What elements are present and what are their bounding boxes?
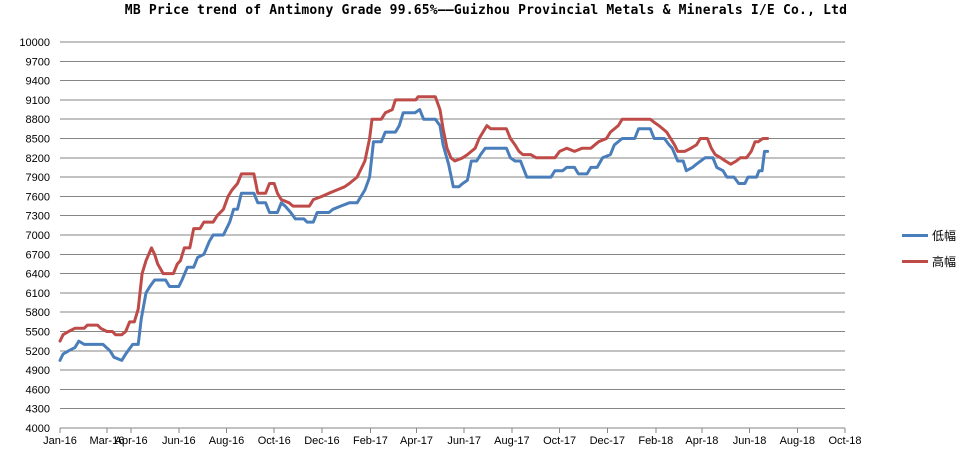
y-tick-label: 5500 [26, 327, 50, 339]
y-tick-label: 6700 [26, 249, 50, 261]
x-tick-label: Apr-18 [685, 435, 718, 447]
y-tick-label: 8200 [26, 153, 50, 165]
x-tick-label: Oct-18 [828, 435, 861, 447]
y-tick-label: 7300 [26, 211, 50, 223]
x-tick-label: Jun-16 [162, 435, 196, 447]
x-tick-label: Mar-16 [89, 435, 124, 447]
x-tick-label: Apr-17 [400, 435, 433, 447]
x-tick-label: Jun-18 [733, 435, 767, 447]
x-tick-label: Jun-17 [447, 435, 481, 447]
x-tick-label: Aug-17 [494, 435, 529, 447]
x-tick-label: Oct-16 [258, 435, 291, 447]
y-tick-label: 4300 [26, 404, 50, 416]
y-tick-label: 5800 [26, 307, 50, 319]
y-tick-label: 7900 [26, 172, 50, 184]
x-tick-label: Aug-18 [780, 435, 815, 447]
y-tick-label: 10000 [19, 37, 50, 49]
y-tick-label: 5200 [26, 346, 50, 358]
legend: 低幅 高幅 [902, 222, 956, 274]
y-tick-label: 8800 [26, 114, 50, 126]
series-line-low [58, 108, 770, 362]
x-tick-label: Feb-17 [353, 435, 388, 447]
y-tick-label: 6100 [26, 288, 50, 300]
legend-swatch-low [902, 233, 928, 237]
legend-label-high: 高幅 [932, 254, 957, 269]
series-lines [58, 95, 770, 362]
legend-item-high: 高幅 [902, 248, 956, 274]
x-tick-label: Jan-16 [43, 435, 77, 447]
legend-swatch-high [902, 259, 928, 263]
chart-title: MB Price trend of Antimony Grade 99.65%—… [124, 3, 848, 18]
axes [59, 427, 846, 433]
series-line-high [58, 95, 770, 343]
x-tick-label: Oct-17 [543, 435, 576, 447]
y-tick-label: 4000 [26, 423, 50, 435]
y-tick-label: 7000 [26, 230, 50, 242]
x-tick-label: Apr-16 [115, 435, 148, 447]
x-tick-label: Dec-16 [304, 435, 339, 447]
y-tick-label: 6400 [26, 269, 50, 281]
legend-item-low: 低幅 [902, 222, 956, 248]
y-tick-label: 9700 [26, 56, 50, 68]
y-tick-label: 8500 [26, 134, 50, 146]
y-tick-label: 9400 [26, 76, 50, 88]
x-tick-label: Aug-16 [209, 435, 244, 447]
y-tick-label: 4600 [26, 384, 50, 396]
x-tick-label: Feb-18 [638, 435, 673, 447]
y-tick-label: 7600 [26, 191, 50, 203]
y-tick-label: 4900 [26, 365, 50, 377]
legend-label-low: 低幅 [932, 228, 957, 243]
x-tick-label: Dec-17 [590, 435, 625, 447]
y-tick-label: 9100 [26, 95, 50, 107]
gridlines [60, 41, 845, 410]
y-tick-labels: 4000 4300 4600 4900 5200 5500 5800 6100 6400 6700… [19, 37, 50, 435]
